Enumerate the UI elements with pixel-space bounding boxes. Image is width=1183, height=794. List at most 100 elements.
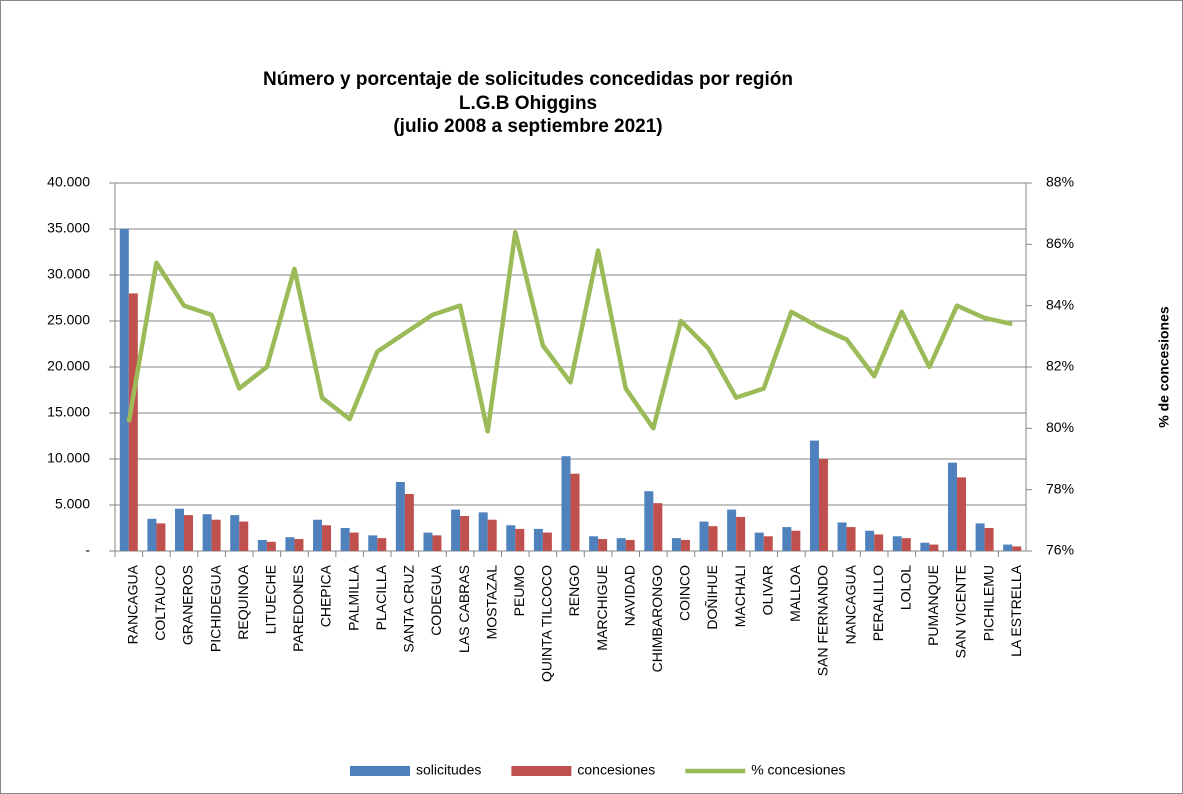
bar — [727, 509, 737, 551]
x-tick-label: PAREDONES — [290, 565, 306, 652]
chart-title: L.G.B Ohiggins — [459, 93, 597, 114]
legend-swatch — [511, 766, 572, 776]
chart-title: (julio 2008 a septiembre 2021) — [393, 116, 662, 137]
x-tick-label: RANCAGUA — [125, 564, 141, 644]
bar — [680, 539, 690, 551]
bar — [671, 538, 681, 551]
legend-label: solicitudes — [416, 762, 481, 778]
bar — [313, 519, 323, 551]
bar — [901, 538, 911, 551]
x-tick-label: PERALILLO — [870, 565, 886, 641]
bar — [874, 534, 884, 551]
x-tick-label: MOSTAZAL — [483, 565, 499, 640]
x-tick-label: SAN FERNANDO — [815, 565, 831, 676]
bar — [184, 515, 194, 551]
bar — [589, 536, 599, 551]
bar — [791, 530, 801, 551]
bar — [294, 539, 304, 551]
y-tick-label: 5.000 — [55, 496, 90, 512]
bar — [257, 539, 267, 551]
x-tick-label: PUMANQUE — [925, 565, 941, 646]
x-tick-label: NAVIDAD — [621, 565, 637, 626]
y-tick-label: 15.000 — [47, 404, 90, 420]
bar — [809, 440, 819, 551]
bar — [156, 523, 166, 551]
x-tick-label: GRANEROS — [180, 565, 196, 645]
y-tick-label: - — [85, 542, 90, 558]
bar — [754, 532, 764, 551]
x-tick-label: COLTAUCO — [152, 565, 168, 641]
x-tick-label: NANCAGUA — [842, 564, 858, 644]
bar — [920, 542, 930, 551]
y-tick-label: 35.000 — [47, 220, 90, 236]
bar — [542, 532, 552, 551]
x-tick-label: LITUECHE — [263, 565, 279, 634]
bar — [892, 536, 902, 551]
bar — [561, 456, 571, 551]
y2-tick-label: 80% — [1046, 419, 1074, 435]
bar — [616, 538, 626, 551]
bar — [644, 491, 654, 551]
bar — [460, 516, 470, 551]
x-tick-label: PALMILLA — [345, 564, 361, 631]
bar — [533, 528, 543, 551]
x-tick-label: DOÑIHUE — [704, 565, 720, 630]
bar — [340, 528, 350, 551]
x-tick-label: LA ESTRELLA — [1008, 564, 1024, 656]
bar — [451, 509, 461, 551]
bar — [478, 512, 488, 551]
bar — [515, 528, 525, 551]
bar — [865, 530, 875, 551]
x-tick-label: PLACILLA — [373, 564, 389, 630]
y2-tick-label: 76% — [1046, 542, 1074, 558]
y2-tick-label: 78% — [1046, 480, 1074, 496]
bar — [837, 522, 847, 551]
y2-tick-label: 86% — [1046, 235, 1074, 251]
bar — [1003, 544, 1013, 551]
x-tick-label: SANTA CRUZ — [401, 565, 417, 653]
x-tick-label: CHEPICA — [318, 564, 334, 627]
bar — [846, 527, 856, 551]
x-tick-label: PEUMO — [511, 565, 527, 616]
bar — [487, 519, 497, 551]
x-tick-label: LAS CABRAS — [456, 565, 472, 653]
y-tick-label: 30.000 — [47, 266, 90, 282]
line — [126, 229, 1013, 434]
bar — [625, 539, 635, 551]
x-tick-label: MACHALI — [732, 565, 748, 627]
y2-axis-label: % de concesiones — [1156, 306, 1172, 428]
bar — [975, 523, 985, 551]
x-tick-label: MARCHIGUE — [594, 565, 610, 651]
bar — [1012, 546, 1022, 551]
x-tick-label: LOLOL — [897, 565, 913, 610]
bar — [202, 514, 212, 551]
bar — [119, 229, 129, 551]
bar — [368, 535, 378, 551]
bar — [598, 539, 608, 551]
x-tick-label: CODEGUA — [428, 564, 444, 635]
y2-tick-label: 88% — [1046, 174, 1074, 190]
bar — [395, 482, 405, 551]
bar — [947, 462, 957, 551]
bar — [377, 538, 387, 551]
y-tick-label: 25.000 — [47, 312, 90, 328]
x-tick-label: OLIVAR — [759, 565, 775, 615]
x-tick-label: SAN VICENTE — [953, 565, 969, 658]
bar — [423, 532, 433, 551]
legend-label: % concesiones — [751, 762, 845, 778]
y-tick-label: 20.000 — [47, 358, 90, 374]
x-tick-label: RENGO — [566, 565, 582, 616]
x-tick-label: PICHILEMU — [980, 565, 996, 641]
x-tick-label: COINCO — [677, 565, 693, 621]
bar — [230, 515, 240, 551]
bar — [211, 519, 221, 551]
bar — [266, 541, 276, 551]
x-tick-label: CHIMBARONGO — [649, 565, 665, 672]
legend-swatch — [350, 766, 410, 776]
bar — [239, 521, 249, 551]
bar — [699, 521, 709, 551]
bar — [708, 526, 718, 551]
bar — [404, 493, 414, 551]
